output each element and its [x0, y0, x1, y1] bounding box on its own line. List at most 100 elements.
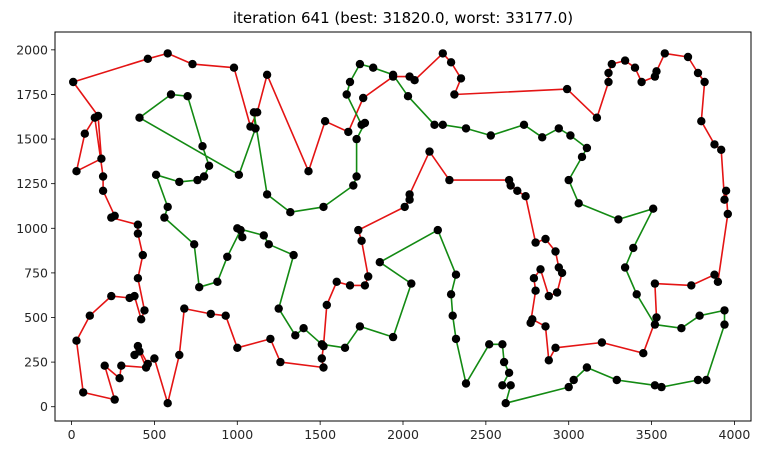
city-point	[592, 113, 602, 122]
city-point	[133, 220, 143, 229]
city-point	[700, 77, 709, 87]
city-point	[582, 363, 592, 372]
city-point	[506, 181, 515, 190]
city-point	[710, 270, 719, 279]
series-layer	[72, 52, 729, 404]
city-point	[69, 77, 78, 87]
y-tick-label: 2000	[16, 42, 48, 57]
city-point	[388, 332, 398, 342]
city-point	[710, 140, 719, 149]
city-point	[566, 131, 575, 140]
city-point	[721, 186, 731, 195]
city-point	[190, 240, 199, 249]
city-point	[289, 250, 298, 260]
city-point	[180, 304, 189, 313]
city-point	[206, 309, 215, 319]
city-point	[345, 77, 355, 87]
city-point	[262, 190, 272, 199]
city-point	[451, 270, 461, 279]
city-point	[498, 340, 507, 349]
city-point	[531, 286, 540, 295]
city-point	[199, 172, 209, 181]
city-point	[629, 243, 638, 253]
x-tick-label: 3000	[553, 427, 585, 442]
city-point	[554, 124, 563, 133]
city-point	[355, 59, 365, 69]
city-point	[486, 131, 495, 140]
city-point	[607, 59, 616, 69]
city-point	[551, 247, 560, 256]
city-point	[135, 113, 144, 122]
city-point	[160, 213, 169, 222]
city-point	[213, 277, 222, 286]
city-point	[446, 290, 456, 299]
x-tick-label: 500	[142, 427, 166, 442]
city-point	[163, 202, 172, 212]
city-point	[264, 240, 273, 249]
city-point	[513, 186, 522, 195]
city-point	[304, 167, 313, 176]
city-point	[249, 108, 259, 117]
city-point	[433, 225, 442, 235]
city-point	[319, 363, 328, 372]
city-point	[552, 288, 562, 297]
city-point	[451, 334, 461, 344]
y-tick-label: 250	[24, 355, 48, 370]
y-tick-label: 750	[24, 265, 48, 280]
city-point	[317, 354, 326, 363]
city-point	[650, 320, 660, 329]
city-point	[345, 281, 355, 290]
city-point	[407, 279, 416, 288]
city-point	[223, 252, 232, 261]
city-point	[557, 268, 567, 278]
x-tick-label: 0	[68, 427, 76, 442]
city-point	[320, 117, 330, 126]
city-point	[597, 338, 607, 347]
x-tick-label: 2500	[470, 427, 502, 442]
city-point	[276, 357, 285, 367]
city-point	[564, 175, 573, 185]
city-point	[639, 349, 648, 358]
city-point	[355, 322, 365, 331]
city-point	[251, 124, 260, 133]
city-point	[677, 324, 686, 333]
city-point	[650, 381, 660, 390]
city-point	[403, 92, 413, 101]
city-point	[151, 170, 161, 179]
city-point	[125, 293, 134, 303]
city-point	[720, 195, 729, 204]
city-point	[541, 322, 550, 331]
city-point	[233, 224, 242, 233]
y-tick-label: 500	[24, 310, 48, 325]
city-point	[133, 229, 143, 238]
city-point	[79, 388, 88, 397]
city-point	[501, 399, 510, 408]
city-point	[360, 281, 370, 290]
city-point	[90, 113, 100, 122]
city-point	[319, 202, 328, 212]
city-point	[299, 324, 308, 333]
city-point	[150, 354, 159, 363]
city-point	[687, 281, 696, 290]
city-point	[133, 341, 143, 351]
chart-title: iteration 641 (best: 31820.0, worst: 331…	[233, 9, 573, 27]
city-point	[562, 84, 572, 94]
city-point	[693, 68, 703, 78]
city-point	[697, 117, 706, 126]
city-point	[133, 274, 143, 283]
city-point	[456, 74, 466, 83]
city-point	[531, 238, 540, 247]
city-point	[291, 331, 300, 340]
city-point	[649, 204, 658, 213]
city-point	[369, 63, 378, 72]
city-point	[143, 54, 152, 63]
y-tick-label: 1000	[16, 221, 48, 236]
city-point	[193, 175, 202, 185]
city-point	[234, 170, 244, 179]
city-point	[364, 272, 373, 281]
city-point	[574, 199, 583, 208]
city-point	[204, 161, 214, 170]
city-point	[425, 147, 434, 156]
city-point	[564, 382, 573, 392]
